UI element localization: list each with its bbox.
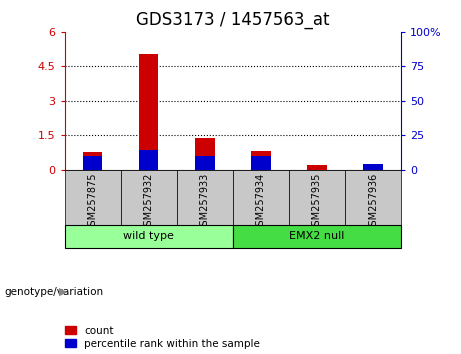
Bar [65, 225, 233, 248]
Bar [251, 151, 271, 170]
Bar [251, 156, 271, 170]
Bar [195, 138, 214, 170]
Bar [195, 156, 214, 170]
Bar [65, 170, 121, 225]
Bar [83, 156, 102, 170]
Text: GSM257875: GSM257875 [88, 172, 98, 232]
Bar [289, 170, 345, 225]
Text: GSM257935: GSM257935 [312, 172, 322, 232]
Bar [233, 170, 289, 225]
Text: GSM257932: GSM257932 [144, 172, 154, 232]
Text: GSM257933: GSM257933 [200, 172, 210, 232]
Bar [233, 225, 401, 248]
Bar [363, 164, 383, 170]
Title: GDS3173 / 1457563_at: GDS3173 / 1457563_at [136, 11, 330, 29]
Bar [121, 170, 177, 225]
Text: EMX2 null: EMX2 null [289, 231, 345, 241]
Bar [177, 170, 233, 225]
Bar [307, 165, 327, 170]
Bar [139, 54, 159, 170]
Bar [139, 150, 159, 170]
Text: wild type: wild type [123, 231, 174, 241]
Text: GSM257934: GSM257934 [256, 172, 266, 232]
Bar [83, 152, 102, 170]
Text: genotype/variation: genotype/variation [5, 287, 104, 297]
Bar [345, 170, 401, 225]
Text: ▶: ▶ [59, 287, 67, 297]
Legend: count, percentile rank within the sample: count, percentile rank within the sample [65, 326, 260, 349]
Bar [363, 168, 383, 170]
Text: GSM257936: GSM257936 [368, 172, 378, 232]
